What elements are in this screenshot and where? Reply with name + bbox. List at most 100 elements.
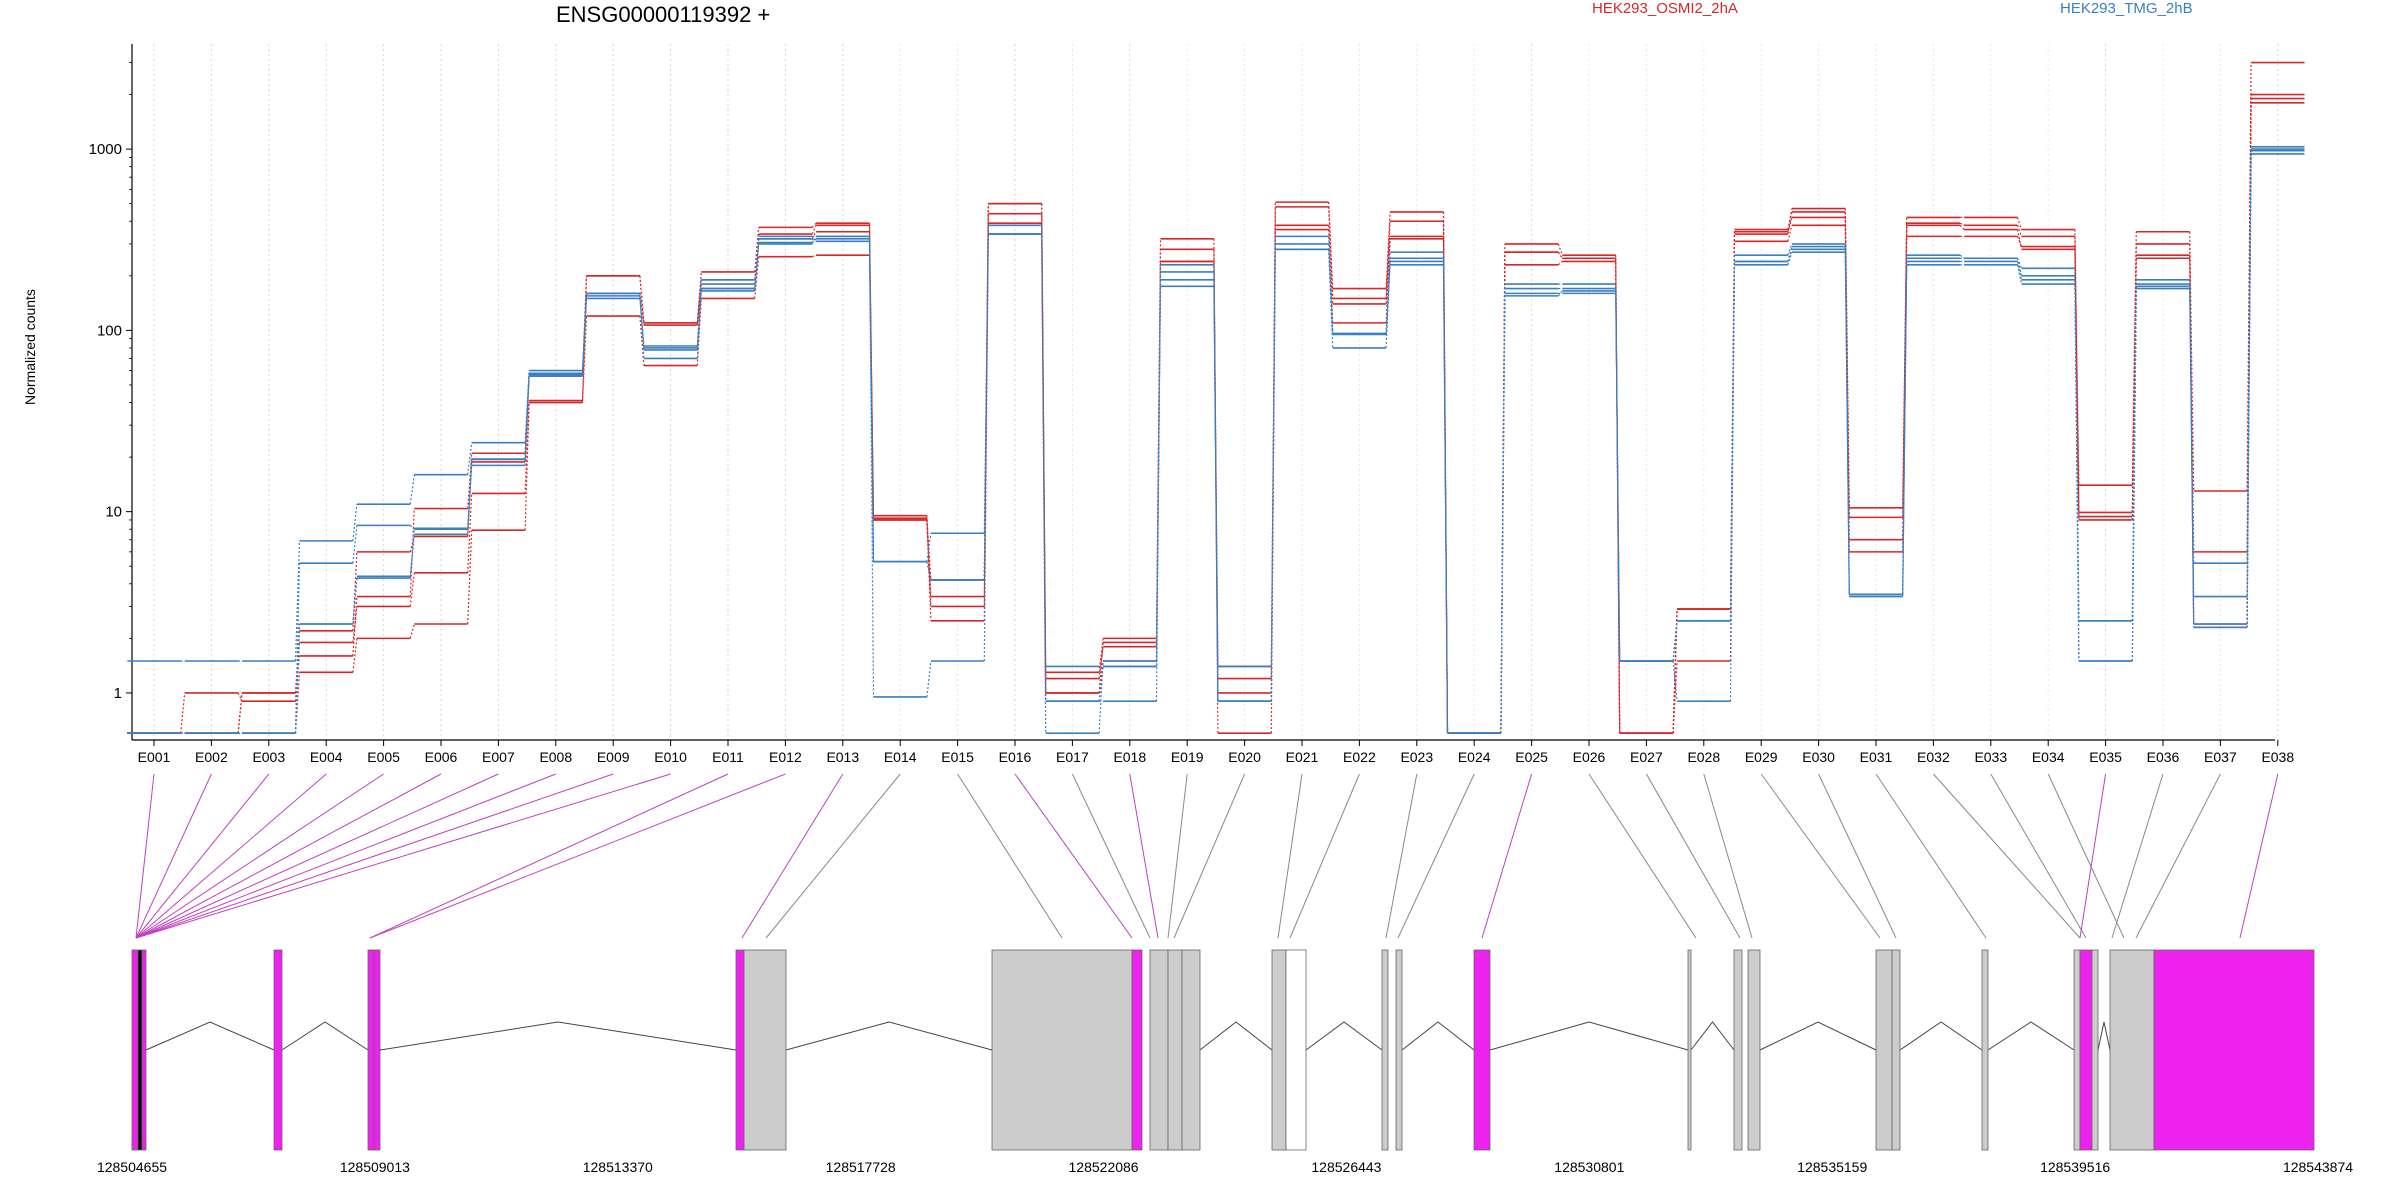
series-connector <box>1213 286 1219 702</box>
intron <box>1199 1021 1273 1051</box>
intron <box>1401 1021 1475 1051</box>
series-connector <box>639 295 645 359</box>
x-tick-label: E031 <box>1860 749 1893 765</box>
exon-box <box>1891 949 1901 1151</box>
x-tick-label: E019 <box>1171 749 1204 765</box>
series-connector <box>1155 286 1162 662</box>
x-tick-label: E017 <box>1056 749 1089 765</box>
connector-line <box>2079 773 2107 939</box>
series-connector <box>696 298 702 366</box>
exon-box <box>1875 949 1893 1151</box>
connector-line <box>1071 773 1151 939</box>
exon-box <box>1131 949 1143 1151</box>
series-connector <box>2016 261 2023 280</box>
connector-line <box>1933 773 2081 939</box>
series-connector <box>1098 660 1104 734</box>
connector-line <box>369 773 786 939</box>
x-tick-label: E008 <box>539 749 572 765</box>
exon-box <box>1395 949 1403 1151</box>
series-connector <box>467 465 473 529</box>
exon-box <box>1687 949 1692 1151</box>
series-connector <box>1959 254 1965 259</box>
chart-title: ENSG00000119392 + <box>556 2 771 27</box>
series-connector <box>2016 264 2023 285</box>
series-connector <box>811 225 817 235</box>
exon-box <box>1285 949 1307 1151</box>
genomic-axis: 128504655 128509013 128513370 128517728 1285… <box>97 1159 2353 1175</box>
series-connector <box>1787 217 1793 232</box>
x-tick-label: E024 <box>1458 749 1491 765</box>
connector-line <box>765 773 901 939</box>
x-tick-label: E033 <box>1974 749 2007 765</box>
x-tick-label: E006 <box>425 749 458 765</box>
x-tick-label: E005 <box>367 749 400 765</box>
series-connector <box>1787 208 1793 230</box>
legend-entry-osmi2: HEK293_OSMI2_2hA <box>1592 0 1738 17</box>
intron <box>379 1021 737 1051</box>
intron <box>1987 1021 2075 1051</box>
series-connector <box>2016 229 2023 250</box>
series-connector <box>1729 264 1736 621</box>
connector-line <box>1481 773 1533 939</box>
series-connector <box>1902 264 1908 597</box>
series-connector <box>294 540 301 662</box>
grid <box>153 44 2279 740</box>
series-connector <box>811 231 817 240</box>
connector-line <box>1014 773 1133 939</box>
intron <box>785 1021 993 1051</box>
connector-line <box>135 773 442 939</box>
series-connector <box>467 493 473 573</box>
x-tick-label: E029 <box>1745 749 1778 765</box>
series-connector <box>1385 264 1391 334</box>
x-tick-label: E037 <box>2204 749 2237 765</box>
x-tick-label: E016 <box>999 749 1032 765</box>
connector-line <box>1818 773 1897 939</box>
exon-box <box>373 949 381 1151</box>
x-tick-label: E002 <box>195 749 228 765</box>
series-connector <box>696 284 702 359</box>
connector-line <box>1173 773 1246 939</box>
series-connector <box>1500 264 1506 734</box>
series-connector <box>926 561 932 581</box>
connector-line <box>1289 773 1360 939</box>
exon-box <box>137 949 143 1151</box>
connector-line <box>369 773 729 939</box>
series-connector <box>1270 243 1276 667</box>
connector-line <box>741 773 844 939</box>
connector-line <box>135 773 556 939</box>
genomic-coordinate-label: 128543874 <box>2283 1159 2353 1175</box>
series-connector <box>237 692 243 702</box>
series-connector <box>352 596 358 656</box>
series-connector <box>524 402 530 531</box>
x-tick-label: E035 <box>2089 749 2122 765</box>
series-connector <box>1844 252 1850 597</box>
series-connector <box>524 375 530 460</box>
intron <box>1690 1021 1735 1051</box>
series-connector <box>1500 295 1506 734</box>
exon-box <box>735 949 745 1151</box>
connector-line <box>135 773 614 939</box>
x-tick-label: E018 <box>1113 749 1146 765</box>
connector-line <box>2135 773 2221 939</box>
x-tick-label: E026 <box>1573 749 1606 765</box>
connector-line <box>135 773 499 939</box>
exon-box <box>2073 949 2081 1151</box>
connector-line <box>1703 773 1753 939</box>
connector-line <box>2239 773 2279 939</box>
series-connector <box>1787 246 1793 262</box>
series-connector <box>639 293 645 347</box>
series-connector <box>1844 211 1850 518</box>
connector-line <box>1645 773 1741 939</box>
genomic-coordinate-label: 128522086 <box>1069 1159 1139 1175</box>
x-tick-label: E022 <box>1343 749 1376 765</box>
series-connector <box>926 518 932 607</box>
legend-entry-tmg: HEK293_TMG_2hB <box>2060 0 2193 17</box>
x-tick-label: E030 <box>1802 749 1835 765</box>
x-tick-label: E010 <box>654 749 687 765</box>
series-connector <box>409 623 415 639</box>
exon-box <box>991 949 1133 1151</box>
connector-line <box>135 773 270 939</box>
x-tick-label: E011 <box>712 749 744 765</box>
x-tick-label: E027 <box>1630 749 1663 765</box>
x-tick-label: E038 <box>2261 749 2294 765</box>
